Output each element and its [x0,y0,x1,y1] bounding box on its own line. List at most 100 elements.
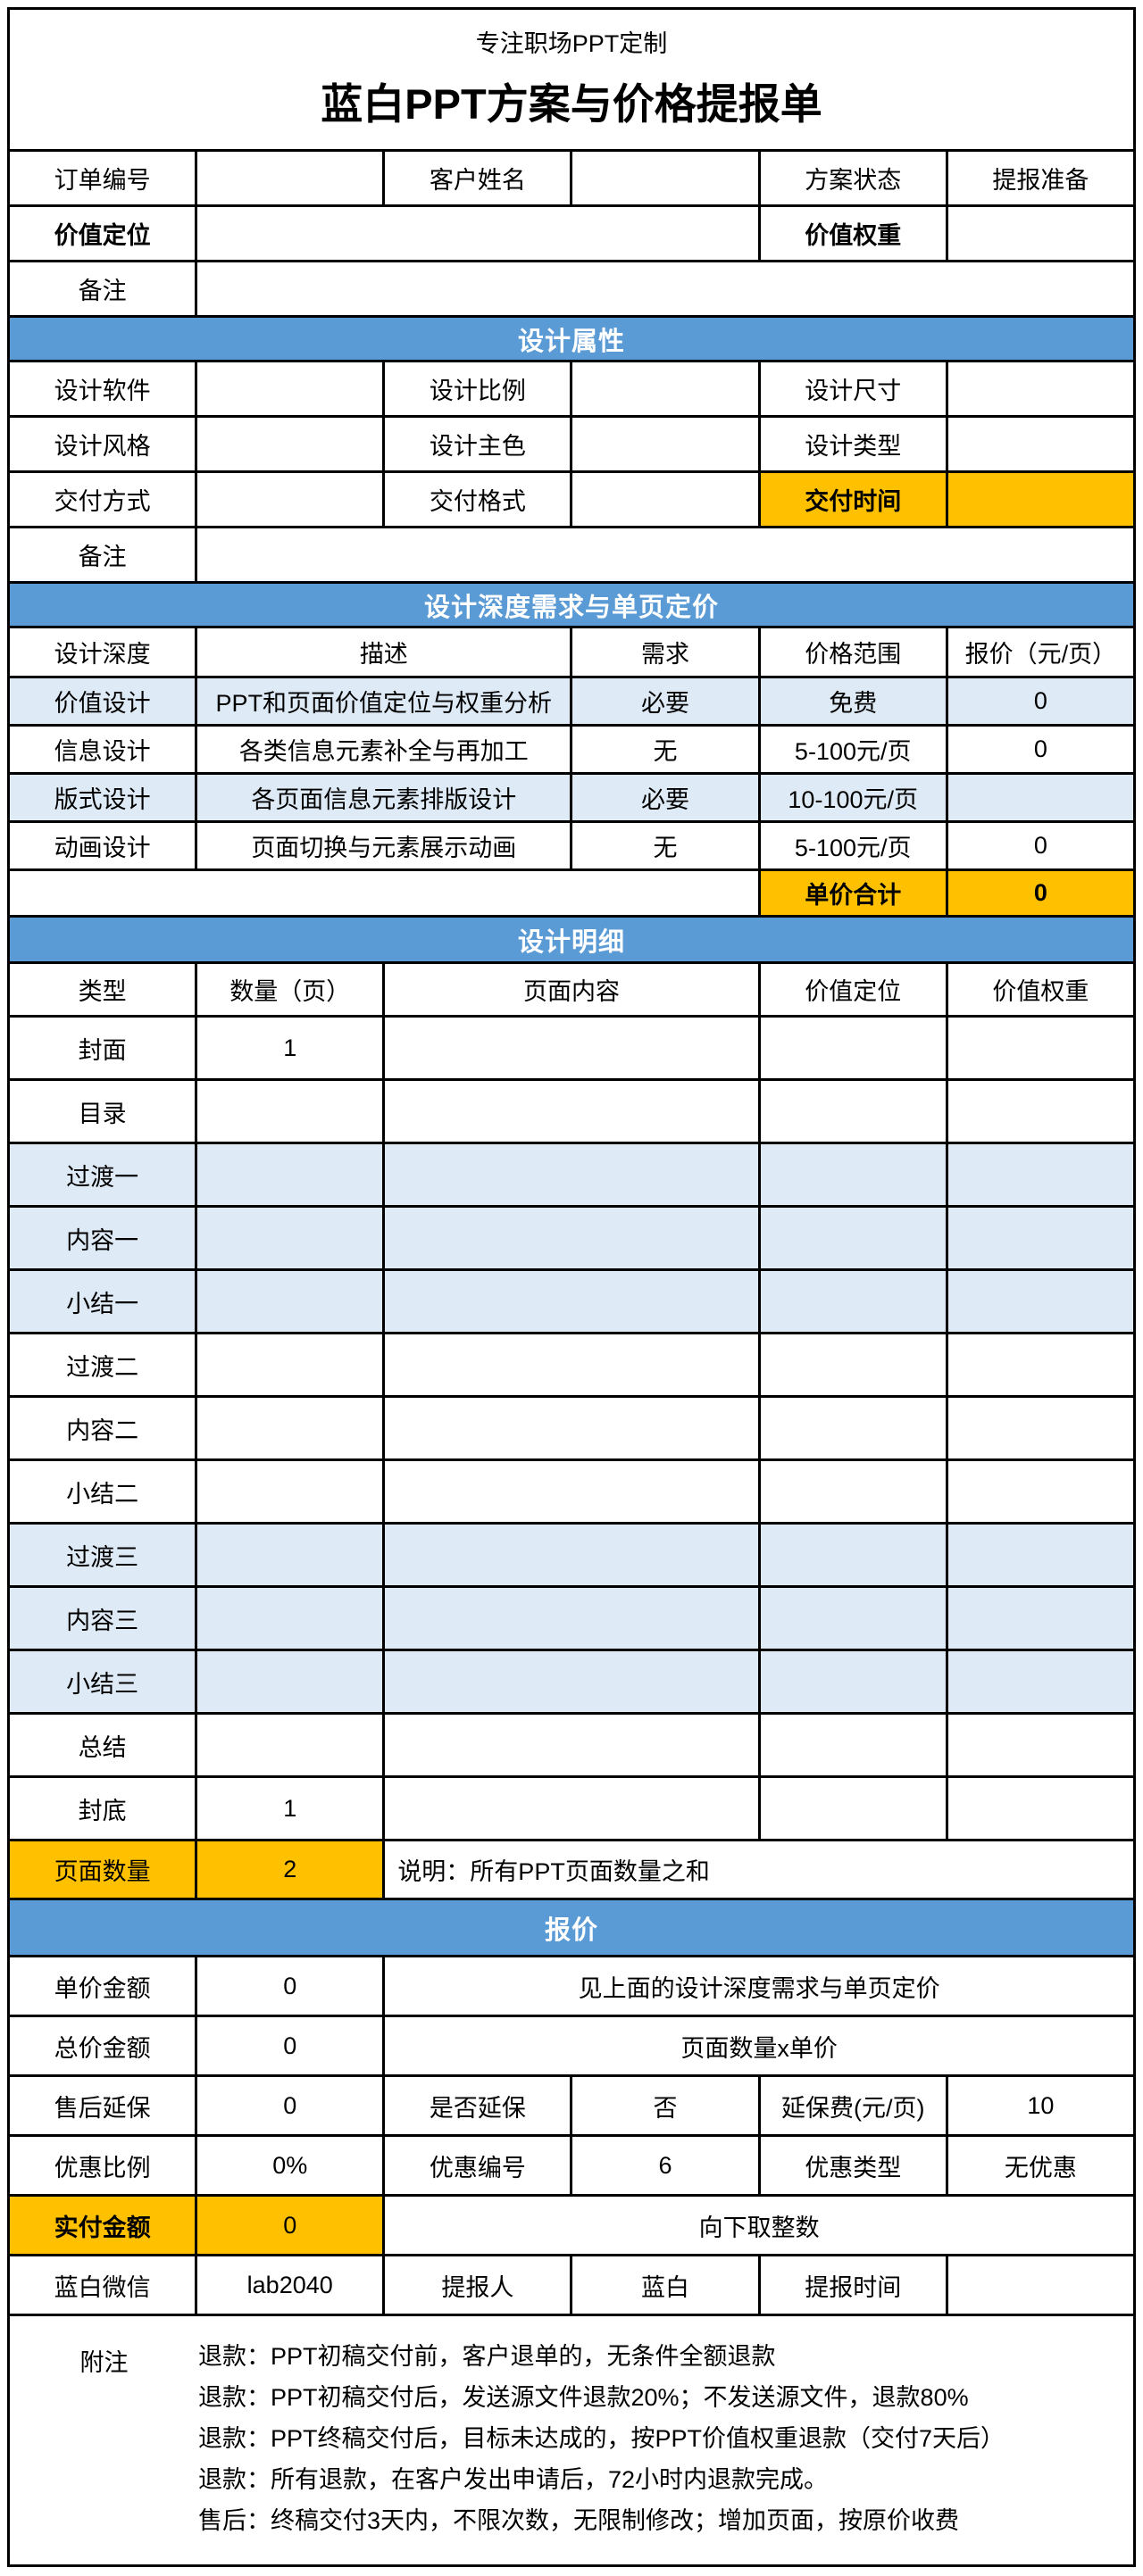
transition-3-qty[interactable] [195,1522,386,1588]
transition-2-value-weight[interactable] [945,1332,1137,1398]
delivery-method-value[interactable] [195,470,386,528]
discount-type-value[interactable]: 无优惠 [945,2134,1137,2197]
back-cover-value-weight[interactable] [945,1775,1137,1841]
discount-id-value[interactable]: 6 [570,2134,761,2197]
transition-2-value-positioning[interactable] [757,1332,948,1398]
layout-design-quote[interactable] [945,772,1137,823]
design-ratio-value[interactable] [570,360,761,418]
summary-3-qty[interactable] [195,1649,386,1715]
content-2-qty[interactable] [195,1395,386,1461]
summary-2-qty[interactable] [195,1458,386,1525]
warranty-value[interactable]: 0 [195,2074,386,2137]
submitter-value[interactable]: 蓝白 [570,2254,761,2316]
content-2-content[interactable] [382,1395,761,1461]
remark-basic-value[interactable] [195,260,1136,318]
content-1-content[interactable] [382,1205,761,1271]
info-design-need[interactable]: 无 [570,724,761,775]
page-count-value[interactable]: 2 [195,1839,386,1900]
value-weight-value[interactable] [945,204,1137,262]
cover-content[interactable] [382,1015,761,1081]
qty-col-header: 数量（页） [195,961,386,1018]
transition-2-content[interactable] [382,1332,761,1398]
unit-subtotal-value[interactable]: 0 [945,868,1137,918]
summary-1-value-positioning[interactable] [757,1268,948,1334]
cover-qty[interactable]: 1 [195,1015,386,1081]
transition-1-value-weight[interactable] [945,1142,1137,1208]
unit-subtotal-label: 单价合计 [757,868,948,918]
design-type-value[interactable] [945,415,1137,473]
toc-content[interactable] [382,1078,761,1144]
summary-1-content[interactable] [382,1268,761,1334]
content-3-value-positioning[interactable] [757,1585,948,1651]
summary-3-value-positioning[interactable] [757,1649,948,1715]
value-positioning-value[interactable] [195,204,761,262]
page-count-note: 说明：所有PPT页面数量之和 [382,1839,1136,1900]
back-cover-qty[interactable]: 1 [195,1775,386,1841]
value-design-quote[interactable]: 0 [945,676,1137,727]
design-software-value[interactable] [195,360,386,418]
toc-value-positioning[interactable] [757,1078,948,1144]
transition-1-content[interactable] [382,1142,761,1208]
content-1-value-weight[interactable] [945,1205,1137,1271]
summary-1-qty[interactable] [195,1268,386,1334]
animation-design-quote[interactable]: 0 [945,820,1137,871]
toc-qty[interactable] [195,1078,386,1144]
transition-3-content[interactable] [382,1522,761,1588]
transition-1-qty[interactable] [195,1142,386,1208]
content-1-qty[interactable] [195,1205,386,1271]
row-design-style: 设计风格 设计主色 设计类型 [6,415,1137,473]
cover-value-weight[interactable] [945,1015,1137,1081]
delivery-format-value[interactable] [570,470,761,528]
delivery-time-value[interactable] [945,470,1137,528]
plan-status-value[interactable]: 提报准备 [945,149,1137,207]
actual-payment-value[interactable]: 0 [195,2194,386,2256]
summary-2-value-positioning[interactable] [757,1458,948,1525]
wechat-value[interactable]: lab2040 [195,2254,386,2316]
content-2-value-positioning[interactable] [757,1395,948,1461]
content-2-value-weight[interactable] [945,1395,1137,1461]
transition-3-value-weight[interactable] [945,1522,1137,1588]
warranty-fee-value[interactable]: 10 [945,2074,1137,2137]
toc-value-weight[interactable] [945,1078,1137,1144]
transition-1-label: 过渡一 [6,1142,198,1208]
transition-3-value-positioning[interactable] [757,1522,948,1588]
conclusion-value-weight[interactable] [945,1712,1137,1778]
content-1-value-positioning[interactable] [757,1205,948,1271]
row-cover: 封面 1 [6,1015,1137,1081]
notes-block: 附注 退款：PPT初稿交付前，客户退单的，无条件全额退款 退款：PPT初稿交付后… [7,2314,1136,2567]
content-3-content[interactable] [382,1585,761,1651]
design-color-value[interactable] [570,415,761,473]
summary-3-value-weight[interactable] [945,1649,1137,1715]
layout-design-need[interactable]: 必要 [570,772,761,823]
design-size-value[interactable] [945,360,1137,418]
summary-3-content[interactable] [382,1649,761,1715]
remark-design-value[interactable] [195,526,1136,584]
info-design-quote[interactable]: 0 [945,724,1137,775]
design-style-value[interactable] [195,415,386,473]
summary-2-value-weight[interactable] [945,1458,1137,1525]
client-name-value[interactable] [570,149,761,207]
conclusion-content[interactable] [382,1712,761,1778]
summary-1-value-weight[interactable] [945,1268,1137,1334]
back-cover-value-positioning[interactable] [757,1775,948,1841]
design-software-label: 设计软件 [6,360,198,418]
content-3-value-weight[interactable] [945,1585,1137,1651]
value-design-need[interactable]: 必要 [570,676,761,727]
back-cover-content[interactable] [382,1775,761,1841]
discount-ratio-value[interactable]: 0% [195,2134,386,2197]
order-id-value[interactable] [195,149,386,207]
summary-2-content[interactable] [382,1458,761,1525]
submit-time-value[interactable] [945,2254,1137,2316]
content-3-qty[interactable] [195,1585,386,1651]
animation-design-need[interactable]: 无 [570,820,761,871]
transition-2-qty[interactable] [195,1332,386,1398]
unit-amount-value[interactable]: 0 [195,1955,386,2017]
total-amount-value[interactable]: 0 [195,2015,386,2077]
conclusion-qty[interactable] [195,1712,386,1778]
cover-value-positioning[interactable] [757,1015,948,1081]
warranty-flag-value[interactable]: 否 [570,2074,761,2137]
conclusion-value-positioning[interactable] [757,1712,948,1778]
transition-1-value-positioning[interactable] [757,1142,948,1208]
page-count-label: 页面数量 [6,1839,198,1900]
section-header-depth-pricing: 设计深度需求与单页定价 [7,581,1136,628]
